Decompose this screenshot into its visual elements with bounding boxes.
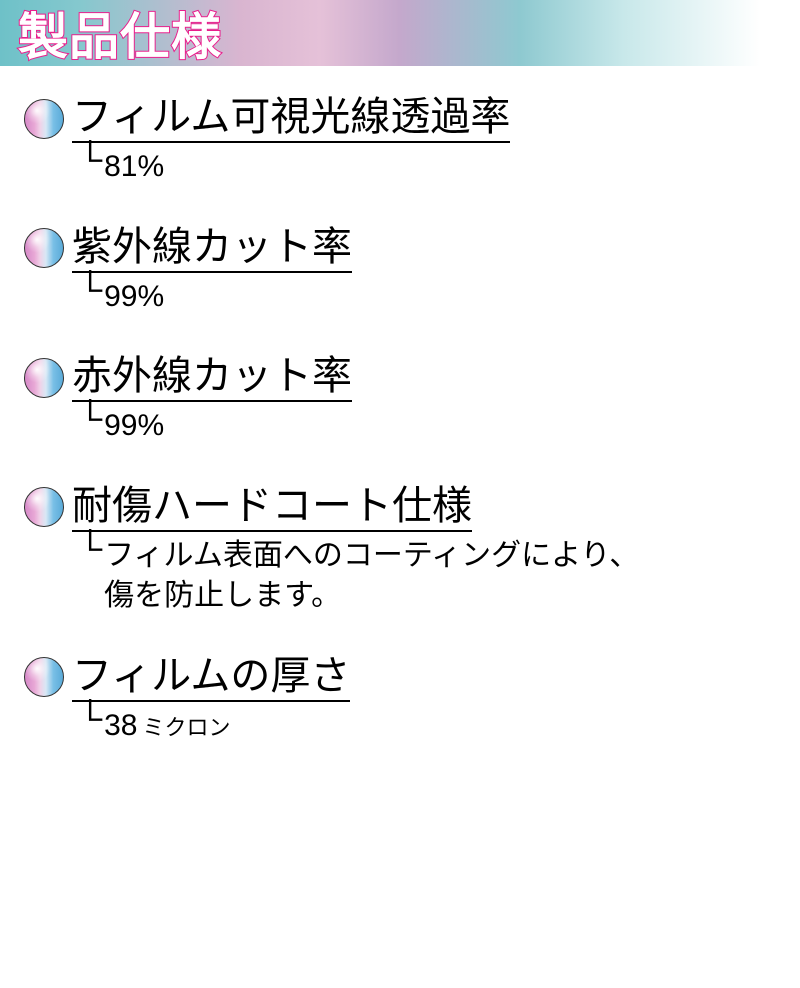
spec-title: 紫外線カット率 [72, 224, 352, 273]
spec-title: 赤外線カット率 [72, 353, 352, 402]
spec-unit: ミクロン [142, 715, 230, 740]
page-title: 製品仕様 [18, 0, 222, 69]
spec-title: フィルム可視光線透過率 [72, 94, 510, 143]
spec-value-row: └ フィルム表面へのコーティングにより、 傷を防止します。 [78, 536, 800, 617]
spec-value-row: └ 81% [78, 147, 800, 188]
connector-icon: └ [78, 402, 102, 436]
spec-row: フィルムの厚さ [24, 653, 800, 702]
spec-item: 赤外線カット率 └ 99% [24, 353, 800, 447]
spec-row: 紫外線カット率 [24, 224, 800, 273]
connector-icon: └ [78, 702, 102, 736]
spec-value: 99% [104, 406, 164, 447]
spec-list: フィルム可視光線透過率 └ 81% 紫外線カット率 └ 99% 赤外線カット率 … [0, 66, 800, 746]
spec-value: フィルム表面へのコーティングにより、 傷を防止します。 [104, 536, 639, 617]
spec-value-row: └ 99% [78, 406, 800, 447]
bullet-icon [24, 358, 64, 398]
spec-title: フィルムの厚さ [72, 653, 350, 702]
spec-value-row: └ 99% [78, 277, 800, 318]
spec-value: 38 [104, 709, 137, 742]
connector-icon: └ [78, 273, 102, 307]
spec-item: 耐傷ハードコート仕様 └ フィルム表面へのコーティングにより、 傷を防止します。 [24, 483, 800, 617]
spec-item: 紫外線カット率 └ 99% [24, 224, 800, 318]
spec-title: 耐傷ハードコート仕様 [72, 483, 472, 532]
bullet-icon [24, 657, 64, 697]
header-band: 製品仕様 [0, 0, 800, 66]
connector-icon: └ [78, 143, 102, 177]
spec-row: 赤外線カット率 [24, 353, 800, 402]
spec-item: フィルム可視光線透過率 └ 81% [24, 94, 800, 188]
bullet-icon [24, 487, 64, 527]
connector-icon: └ [78, 532, 102, 566]
spec-item: フィルムの厚さ └ 38ミクロン [24, 653, 800, 747]
bullet-icon [24, 228, 64, 268]
spec-value-row: └ 38ミクロン [78, 706, 800, 747]
spec-value: 99% [104, 277, 164, 318]
spec-value-wrap: 38ミクロン [104, 706, 230, 747]
spec-value: 81% [104, 147, 164, 188]
spec-row: 耐傷ハードコート仕様 [24, 483, 800, 532]
bullet-icon [24, 99, 64, 139]
spec-row: フィルム可視光線透過率 [24, 94, 800, 143]
